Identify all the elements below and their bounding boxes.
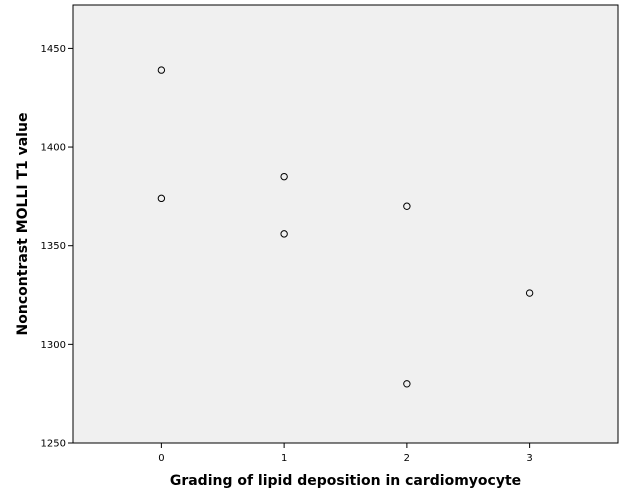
y-tick-label: 1400 <box>41 143 66 154</box>
data-point <box>157 194 166 203</box>
y-axis-label: Noncontrast MOLLI T1 value <box>15 113 31 336</box>
data-point <box>157 66 166 74</box>
y-tick-label: 1450 <box>41 44 66 55</box>
y-tick-label: 1350 <box>41 241 66 252</box>
data-points <box>157 66 534 388</box>
y-axis: 1250 1300 1350 1400 1450 <box>41 44 73 450</box>
data-point <box>403 202 411 210</box>
data-point <box>280 172 288 181</box>
x-tick-label: 0 <box>158 453 164 464</box>
y-tick-label: 1300 <box>41 340 66 351</box>
data-point <box>403 380 411 388</box>
x-tick-label: 2 <box>404 453 410 464</box>
plot-area <box>72 4 619 444</box>
y-tick-label: 1250 <box>41 439 66 450</box>
x-tick-label: 1 <box>281 453 287 464</box>
data-point <box>280 230 288 238</box>
x-axis: 0 1 2 3 <box>158 443 533 464</box>
x-axis-label: Grading of lipid deposition in cardiomyo… <box>170 473 521 489</box>
x-tick-label: 3 <box>526 453 532 464</box>
data-point <box>525 289 534 297</box>
